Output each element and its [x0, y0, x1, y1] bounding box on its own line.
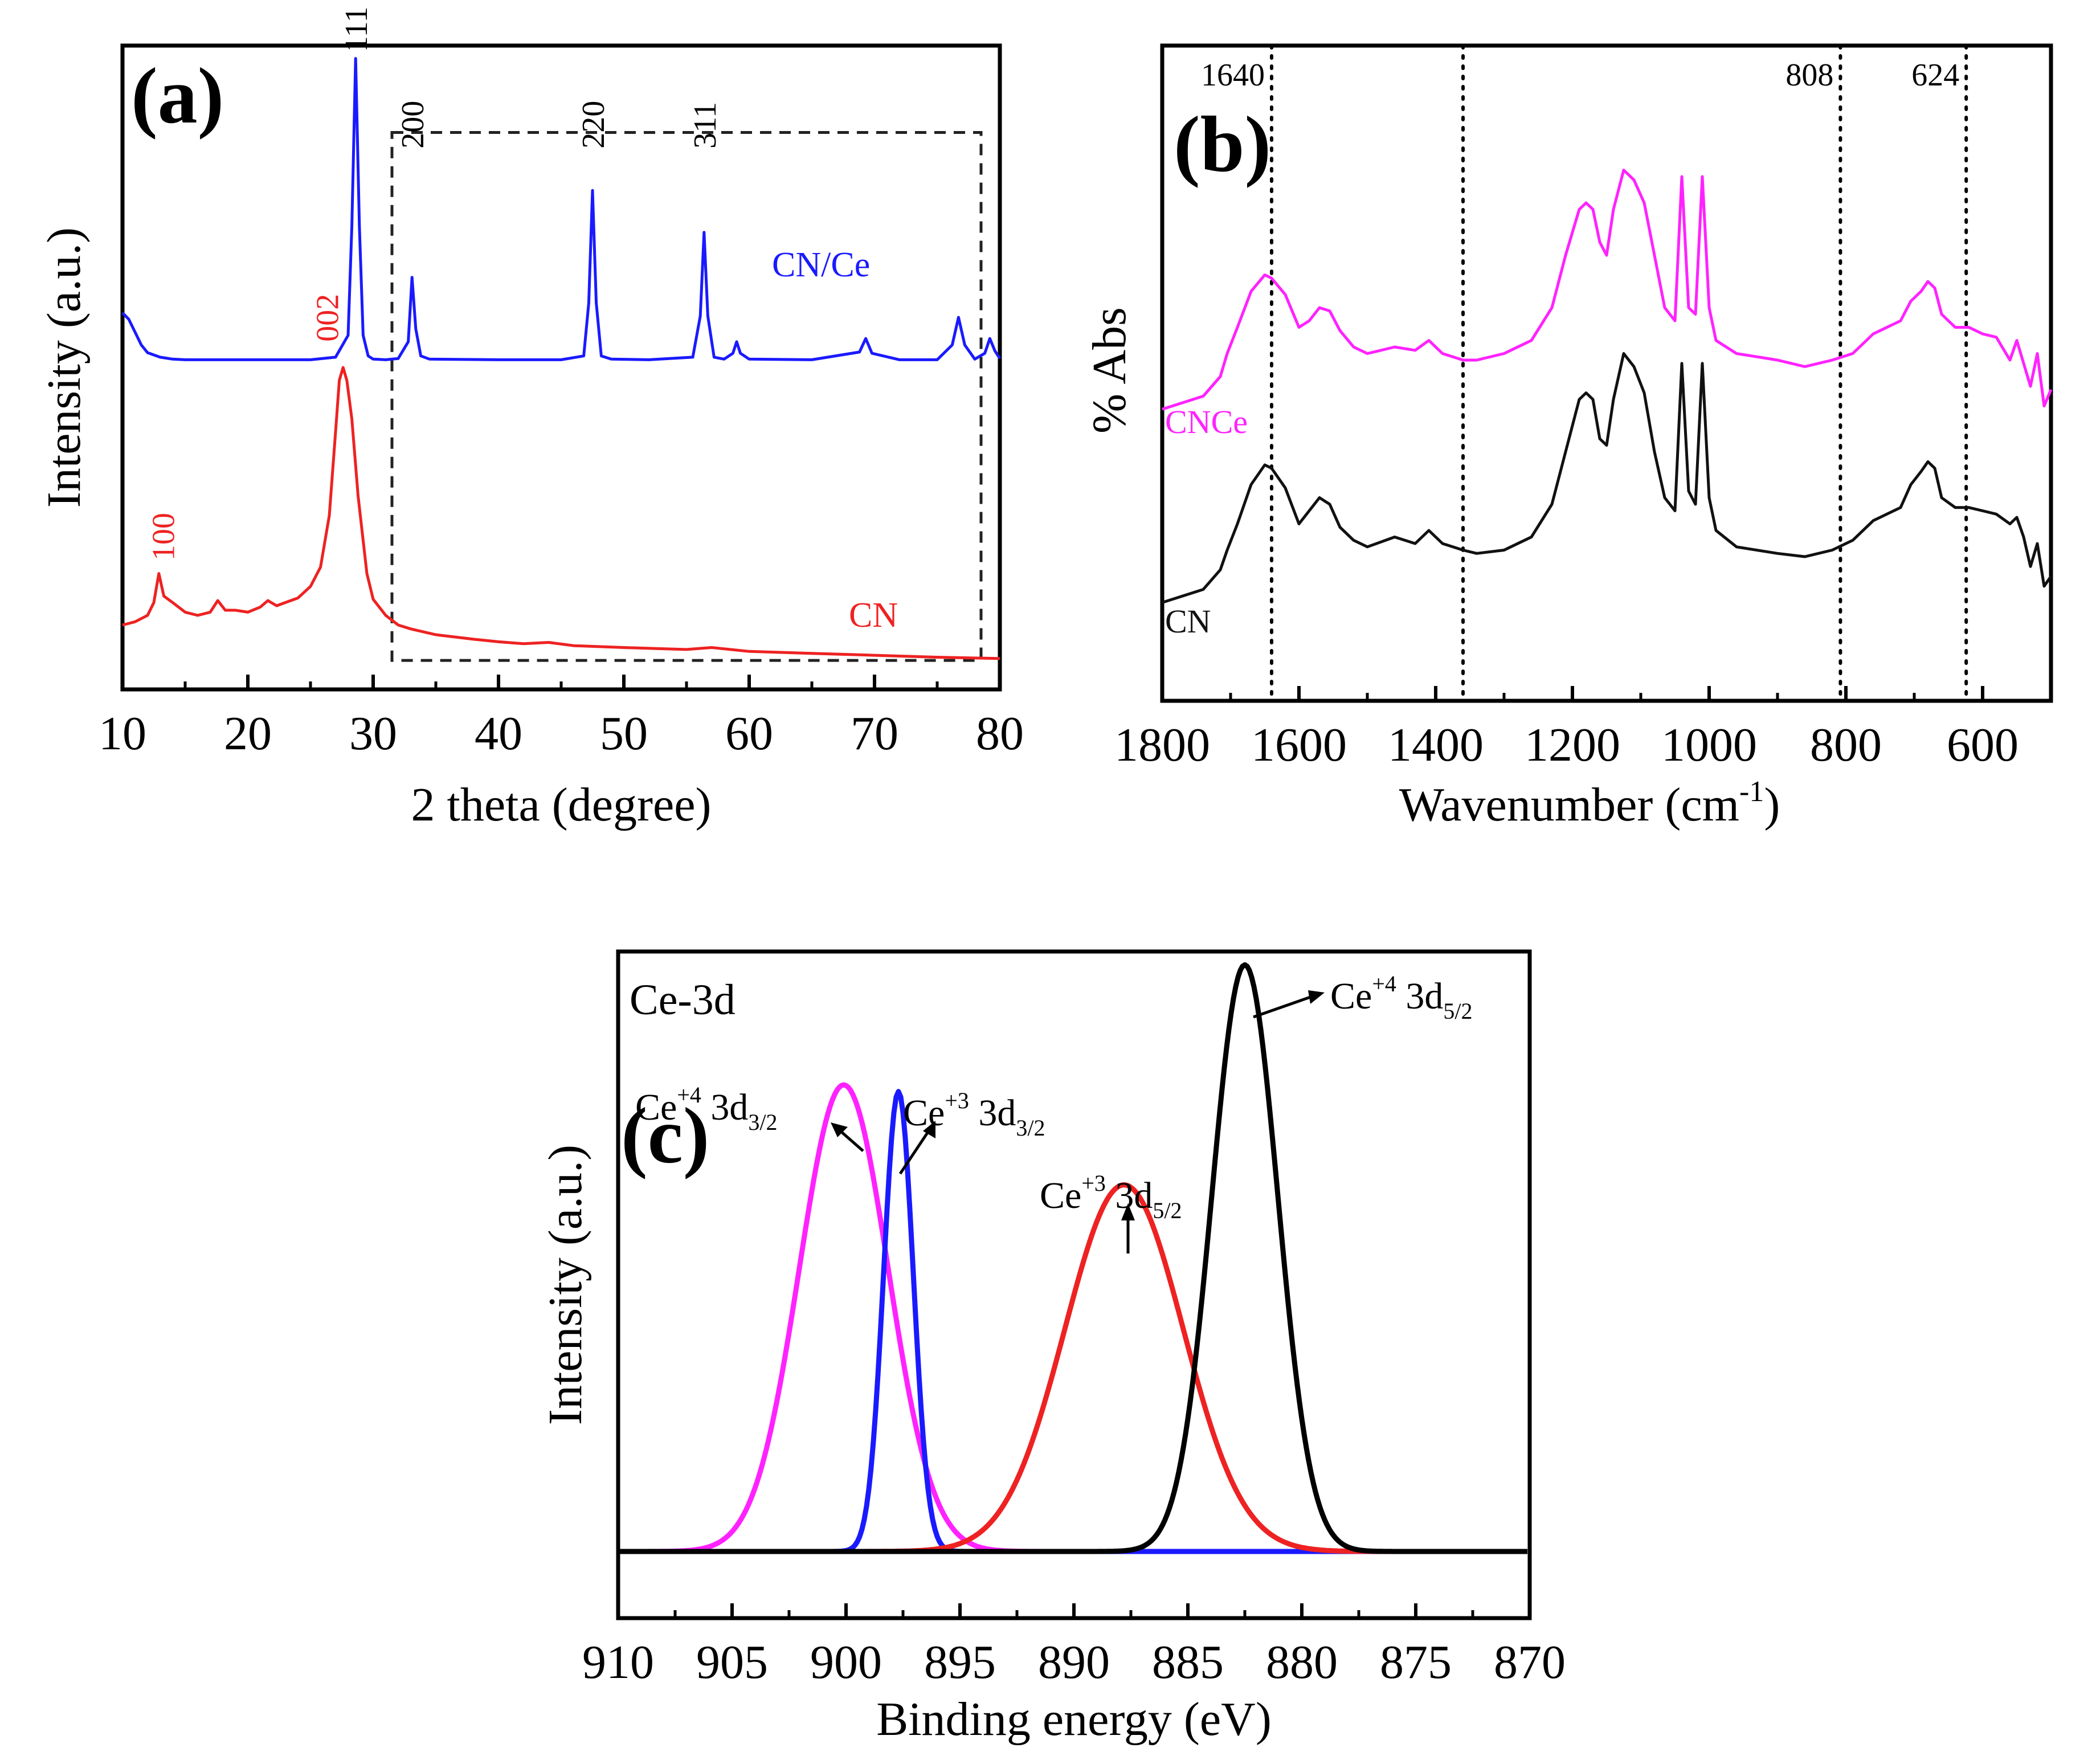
- panel-b-y-axis-label: % Abs: [1083, 307, 1136, 434]
- panel-c-x-ticks: 910 905 900 895 890 885 880 875 870: [582, 1603, 1566, 1689]
- x-tick-label: 910: [582, 1636, 654, 1689]
- x-tick-label: 800: [1810, 718, 1882, 771]
- panel-c-x-axis-label: Binding energy (eV): [876, 1693, 1272, 1746]
- series-line-cn-ce: [121, 57, 1002, 361]
- panel-c-plot-frame: [616, 949, 1532, 1620]
- peak-index-label: 100: [146, 513, 181, 561]
- peak-index-label: 220: [576, 101, 611, 149]
- panel-b-x-axis-label: Wavenumber (cm-1): [1399, 775, 1780, 831]
- x-tick-label: 880: [1266, 1636, 1338, 1689]
- peak-index-label: 311: [688, 102, 723, 149]
- x-tick-label: 905: [696, 1636, 768, 1689]
- panel-a-y-axis-label: Intensity (a.u.): [38, 227, 91, 508]
- panel-c-letter: (c): [621, 1092, 709, 1180]
- x-tick-label: 1400: [1388, 718, 1484, 771]
- x-tick-label: 890: [1038, 1636, 1110, 1689]
- panel-b-series: [1162, 169, 2053, 604]
- x-tick-label: 70: [851, 707, 898, 760]
- reference-line-label: 808: [1785, 58, 1833, 93]
- panel-b-reference-lines: 1640 808 624: [1201, 44, 1968, 703]
- panel-c-title: Ce-3d: [630, 976, 736, 1024]
- panel-a-letter: (a): [131, 52, 224, 140]
- x-tick-label: 875: [1380, 1636, 1452, 1689]
- series-line-cn: [1162, 352, 2053, 604]
- peak-index-label: 111: [339, 6, 374, 52]
- peak-label-ce4-3d32: Ce+4 3d3/2: [635, 1082, 778, 1135]
- panel-c-xps-chart: 910 905 900 895 890 885 880 875 870 Ce-3d (c) Ce…: [539, 949, 1566, 1746]
- panel-a-series-label-cnce: CN/Ce: [772, 246, 870, 284]
- panel-b-series-label-cnce: CNCe: [1165, 403, 1248, 440]
- x-tick-label: 900: [810, 1636, 882, 1689]
- x-tick-label: 30: [349, 707, 397, 760]
- panel-b-letter: (b): [1174, 100, 1271, 189]
- panel-c-y-axis-label: Intensity (a.u.): [539, 1145, 592, 1425]
- panel-b-x-ticks: 1800 1600 1400 1200 1000 800 600: [1114, 686, 2019, 771]
- x-tick-label: 895: [924, 1636, 996, 1689]
- panel-b-series-label-cn: CN: [1165, 603, 1211, 640]
- x-tick-label: 80: [976, 707, 1024, 760]
- peak-index-label: 200: [395, 101, 431, 149]
- series-line-cnce: [1162, 169, 2053, 411]
- reference-line-label: 1640: [1201, 58, 1265, 93]
- x-tick-label: 1800: [1114, 718, 1210, 771]
- x-tick-label: 40: [475, 707, 522, 760]
- x-tick-label: 1600: [1251, 718, 1347, 771]
- x-tick-label: 50: [600, 707, 648, 760]
- peak-label-ce3-3d52: Ce+3 3d5/2: [1040, 1170, 1182, 1223]
- panel-a-x-ticks: 10 20 30 40 50 60 70 80: [99, 675, 1024, 760]
- panel-a-plot-frame: [120, 43, 1002, 692]
- peak-curve-ce-4-3d5-2: [618, 962, 1528, 1554]
- x-tick-label: 1000: [1661, 718, 1757, 771]
- dashed-highlight-box: [390, 131, 983, 662]
- panel-a-peak-labels: 111 200 220 311 002 100: [146, 6, 722, 561]
- panel-b-plot-frame: [1160, 43, 2053, 703]
- panel-a-series-label-cn: CN: [849, 596, 898, 635]
- reference-line-label: 624: [1911, 58, 1959, 93]
- x-tick-label: 600: [1947, 718, 2019, 771]
- x-tick-label: 870: [1494, 1636, 1566, 1689]
- series-line-cn: [122, 366, 1000, 660]
- x-tick-label: 10: [99, 707, 146, 760]
- panel-a-x-axis-label: 2 theta (degree): [411, 778, 711, 831]
- x-tick-label: 885: [1152, 1636, 1224, 1689]
- panel-a-series: [121, 57, 1002, 660]
- panel-c-series: [618, 962, 1528, 1554]
- peak-label-ce3-3d32: Ce+3 3d3/2: [903, 1088, 1045, 1141]
- panel-b-ftir-chart: 1800 1600 1400 1200 1000 800 600 1640 808 624 (b…: [1083, 43, 2053, 831]
- panel-a-dashed-region: [390, 131, 983, 662]
- x-tick-label: 1200: [1525, 718, 1620, 771]
- peak-label-ce4-3d52: Ce+4 3d5/2: [1330, 971, 1473, 1024]
- panel-c-peak-arrows: [831, 990, 1325, 1253]
- peak-index-label: 002: [310, 294, 346, 342]
- peak-curve-ce-4-3d3-2: [618, 1082, 1528, 1554]
- x-tick-label: 20: [224, 707, 272, 760]
- x-tick-label: 60: [725, 707, 773, 760]
